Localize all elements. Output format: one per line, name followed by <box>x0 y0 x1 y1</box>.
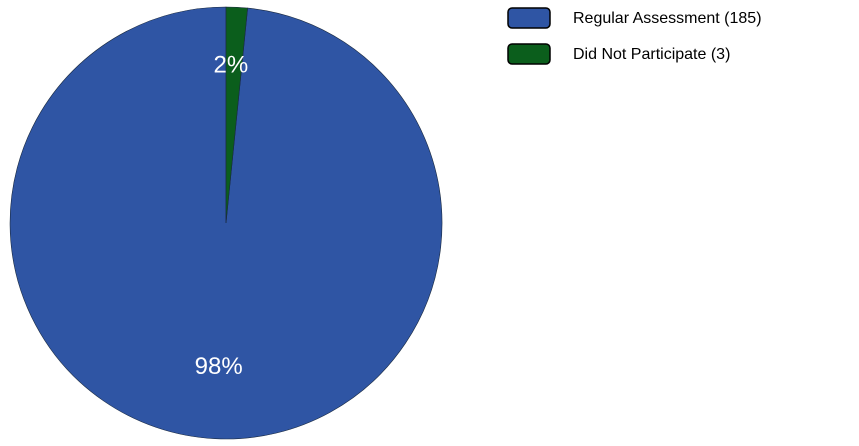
legend-label-1: Did Not Participate (3) <box>573 46 730 63</box>
legend: Regular Assessment (185) Did Not Particip… <box>507 7 762 65</box>
pie-slice-labels: 98% 2% <box>195 52 249 381</box>
pie-slice-label-0: 98% <box>195 353 243 380</box>
pie-slice-label-1: 2% <box>214 52 249 79</box>
legend-swatch-1 <box>507 43 551 65</box>
legend-swatch-0 <box>507 7 551 29</box>
pie-slice-1 <box>225 6 248 224</box>
pie-slices <box>9 6 443 440</box>
legend-label-0: Regular Assessment (185) <box>573 10 762 27</box>
